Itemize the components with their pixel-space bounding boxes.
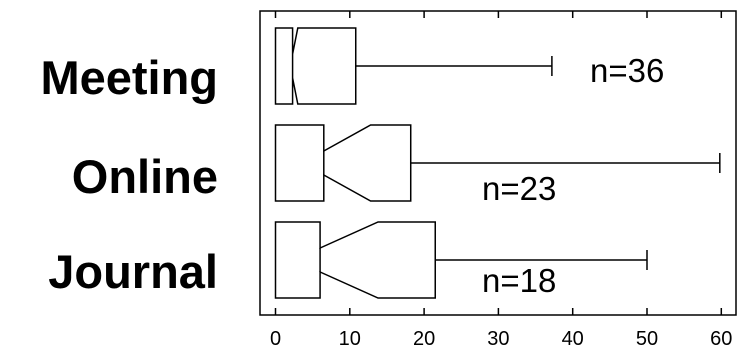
x-axis: 0 10 20 30 40 50 60 (270, 11, 732, 350)
x-tick-label: 10 (339, 328, 361, 350)
category-label: Online (72, 150, 218, 203)
sample-size-label: n=36 (590, 52, 664, 89)
notched-box (274, 221, 436, 299)
x-tick-label: 60 (710, 328, 732, 350)
sample-size-label: n=23 (482, 170, 556, 207)
notched-box (274, 27, 357, 105)
box-group: Online n=23 (72, 124, 721, 207)
x-tick-label: 30 (487, 328, 509, 350)
notched-box (274, 124, 412, 202)
boxes: Meeting n=36 Online n=23 Journal n=18 (40, 27, 721, 299)
x-tick-label: 40 (562, 328, 584, 350)
sample-size-label: n=18 (482, 262, 556, 299)
category-label: Meeting (40, 51, 218, 104)
x-tick-label: 50 (636, 328, 658, 350)
x-tick-label: 0 (270, 328, 281, 350)
category-label: Journal (48, 245, 218, 298)
box-group: Meeting n=36 (40, 27, 664, 105)
x-tick-label: 20 (413, 328, 435, 350)
box-group: Journal n=18 (48, 221, 648, 299)
